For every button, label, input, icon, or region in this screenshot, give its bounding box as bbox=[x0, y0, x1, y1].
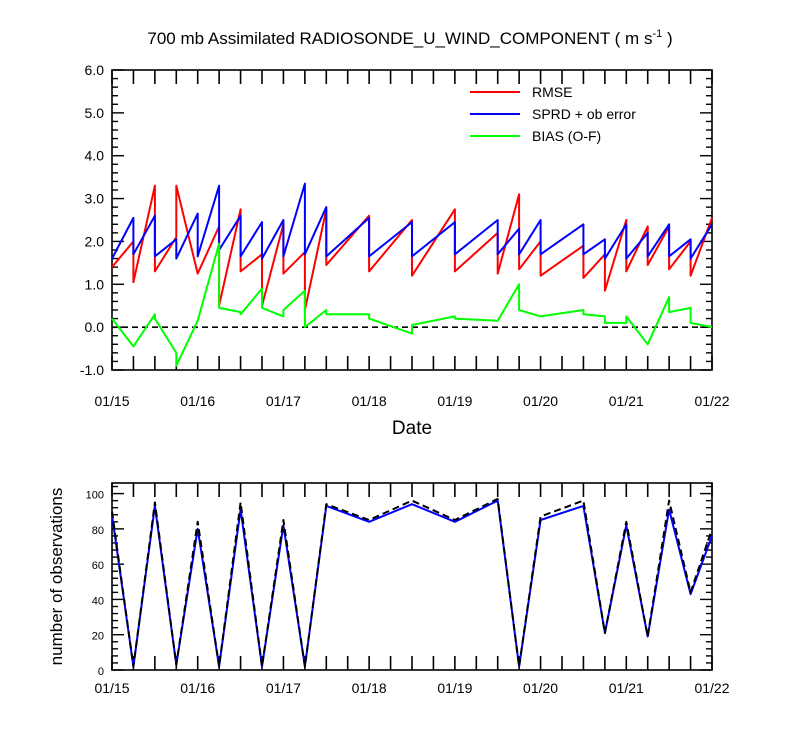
x-tick-label: 01/21 bbox=[609, 393, 644, 409]
observation-count-chart: 01/15 01/16 01/17 01/18 01/19 01/20 01/21 01/22… bbox=[47, 482, 730, 696]
x-tick-label: 01/18 bbox=[352, 680, 387, 696]
y-tick-label: 20 bbox=[92, 631, 104, 643]
x-tick-label: 01/20 bbox=[523, 393, 558, 409]
rmse-sprd-bias-chart: 01/15 01/16 01/17 01/18 01/19 01/20 01/21 01/22… bbox=[80, 62, 730, 439]
legend-label-2: SPRD + ob error bbox=[532, 106, 636, 122]
x-tick-label: 01/16 bbox=[180, 393, 215, 409]
series-bias-o-f bbox=[111, 242, 713, 367]
x-axis-label: Date bbox=[392, 418, 432, 439]
chart-title: 700 mb Assimilated RADIOSONDE_U_WIND_COM… bbox=[147, 28, 672, 48]
x-tick-label: 01/19 bbox=[437, 680, 472, 696]
y-tick-label: 100 bbox=[86, 490, 104, 502]
series-sprd-ob-error bbox=[111, 182, 713, 260]
series-total bbox=[111, 497, 713, 668]
x-tick-label: 01/19 bbox=[437, 393, 472, 409]
chart-title-main: 700 mb Assimilated RADIOSONDE_U_WIND_COM… bbox=[147, 29, 652, 48]
legend-label-1: RMSE bbox=[532, 84, 572, 100]
x-tick-label: 01/15 bbox=[94, 680, 129, 696]
x-tick-label: 01/21 bbox=[609, 680, 644, 696]
legend-label-3: BIAS (O-F) bbox=[532, 128, 601, 144]
y-tick-label: 0 bbox=[98, 666, 104, 678]
y-tick-label: 4.0 bbox=[85, 148, 105, 164]
y-tick-label: -1.0 bbox=[80, 362, 104, 378]
x-tick-label: 01/20 bbox=[523, 680, 558, 696]
x-tick-label: 01/16 bbox=[180, 680, 215, 696]
y-tick-label: 6.0 bbox=[85, 62, 105, 78]
y-axis-label: number of observations bbox=[47, 488, 66, 666]
y-tick-label: 3.0 bbox=[85, 191, 105, 207]
y-tick-label: 1.0 bbox=[85, 276, 105, 292]
x-tick-label: 01/17 bbox=[266, 393, 301, 409]
y-tick-label: 40 bbox=[92, 595, 104, 607]
x-tick-label: 01/22 bbox=[694, 680, 729, 696]
y-tick-label: 2.0 bbox=[85, 233, 105, 249]
y-tick-label: 0.0 bbox=[85, 319, 105, 335]
chart-title-superscript: -1 bbox=[652, 28, 662, 40]
x-tick-label: 01/17 bbox=[266, 680, 301, 696]
x-tick-label: 01/22 bbox=[694, 393, 729, 409]
chart-title-end: ) bbox=[662, 29, 672, 48]
x-tick-label: 01/18 bbox=[352, 393, 387, 409]
y-tick-label: 80 bbox=[92, 525, 104, 537]
y-tick-label: 60 bbox=[92, 560, 104, 572]
series-assimilated bbox=[111, 499, 713, 668]
plot-frame bbox=[111, 482, 713, 671]
x-tick-label: 01/15 bbox=[94, 393, 129, 409]
y-tick-label: 5.0 bbox=[85, 105, 105, 121]
